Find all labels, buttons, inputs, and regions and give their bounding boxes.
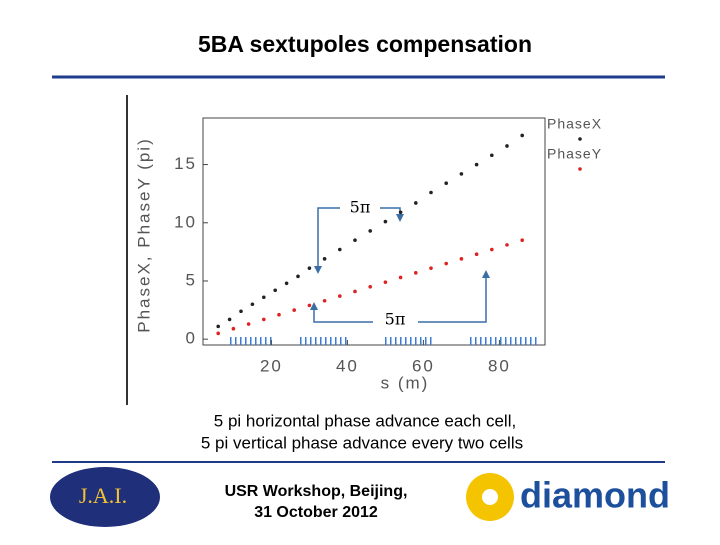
point (505, 144, 509, 148)
point (368, 284, 373, 289)
point (296, 274, 300, 279)
jai-logo (50, 467, 160, 527)
plot-frame (202, 117, 546, 346)
point (474, 252, 479, 256)
point (216, 331, 220, 336)
magnet-row (385, 337, 433, 345)
x-tick-label: 80 (488, 356, 511, 375)
footer-event: USR Workshop, Beijing, (225, 483, 408, 500)
point (444, 261, 449, 266)
point (490, 247, 494, 252)
arrowhead (482, 270, 490, 278)
y-tick-label: 15 (174, 154, 197, 173)
point (284, 281, 289, 286)
arrows (313, 207, 487, 323)
legend-marker (578, 137, 582, 141)
point (262, 295, 266, 300)
point (474, 162, 479, 167)
arrowhead (310, 302, 318, 310)
x-tick-label: 40 (336, 356, 359, 375)
point (322, 257, 327, 261)
y-axis-label: PhaseX, PhaseY (pi) (134, 137, 153, 333)
arrowheads (310, 214, 490, 310)
point (414, 201, 418, 205)
x-axis-label: s (m) (381, 373, 430, 392)
point (398, 275, 403, 280)
point (262, 317, 266, 322)
caption: 5 pi horizontal phase advance each cell, (214, 411, 516, 430)
arrow (317, 207, 340, 270)
point (398, 210, 403, 215)
arrowhead (396, 214, 404, 222)
caption: 5 pi vertical phase advance every two ce… (201, 433, 523, 452)
point (459, 257, 464, 261)
magnet-row (228, 337, 272, 345)
point (353, 238, 357, 243)
point (338, 247, 342, 252)
point (322, 298, 327, 303)
point (520, 238, 524, 243)
point (505, 243, 509, 247)
magnets (228, 337, 540, 345)
arrowhead (314, 266, 322, 274)
footer-date: 31 October 2012 (254, 504, 378, 521)
point (490, 153, 494, 158)
point (414, 271, 418, 275)
point (368, 229, 373, 233)
legend-marker (578, 167, 582, 171)
point (520, 133, 524, 138)
point (231, 326, 236, 331)
point (246, 322, 251, 326)
arrow (418, 274, 487, 323)
point (273, 288, 278, 293)
point (307, 266, 312, 270)
magnet-row (300, 337, 350, 345)
point (459, 172, 464, 176)
y-tick-label: 10 (174, 212, 197, 231)
point (338, 294, 342, 298)
legend-label: PhaseY (547, 146, 602, 162)
point (429, 190, 433, 195)
x-tick-label: 60 (412, 356, 435, 375)
point (216, 324, 220, 329)
diamond-logo-mark (482, 489, 498, 505)
point (250, 302, 255, 307)
magnet-row (468, 337, 540, 345)
arrow (313, 307, 373, 323)
x-tick-label: 20 (260, 356, 283, 375)
point (383, 280, 388, 284)
jai-logo-text: J.A.I. (79, 483, 127, 508)
y-tick-label: 0 (186, 329, 197, 348)
point (429, 266, 433, 270)
point (277, 312, 281, 317)
legend-label: PhaseX (547, 116, 602, 132)
point (292, 308, 297, 312)
point (307, 303, 312, 308)
annotation: 5π (385, 310, 406, 329)
point (227, 317, 232, 322)
point (353, 289, 357, 294)
arrow (380, 207, 401, 218)
point (444, 181, 449, 185)
point (383, 219, 388, 224)
point (239, 309, 243, 314)
slide-title: 5BA sextupoles compensation (198, 31, 532, 57)
annotation: 5π (350, 198, 371, 217)
diamond-logo-text: diamond (520, 475, 670, 516)
y-tick-label: 5 (186, 270, 197, 289)
